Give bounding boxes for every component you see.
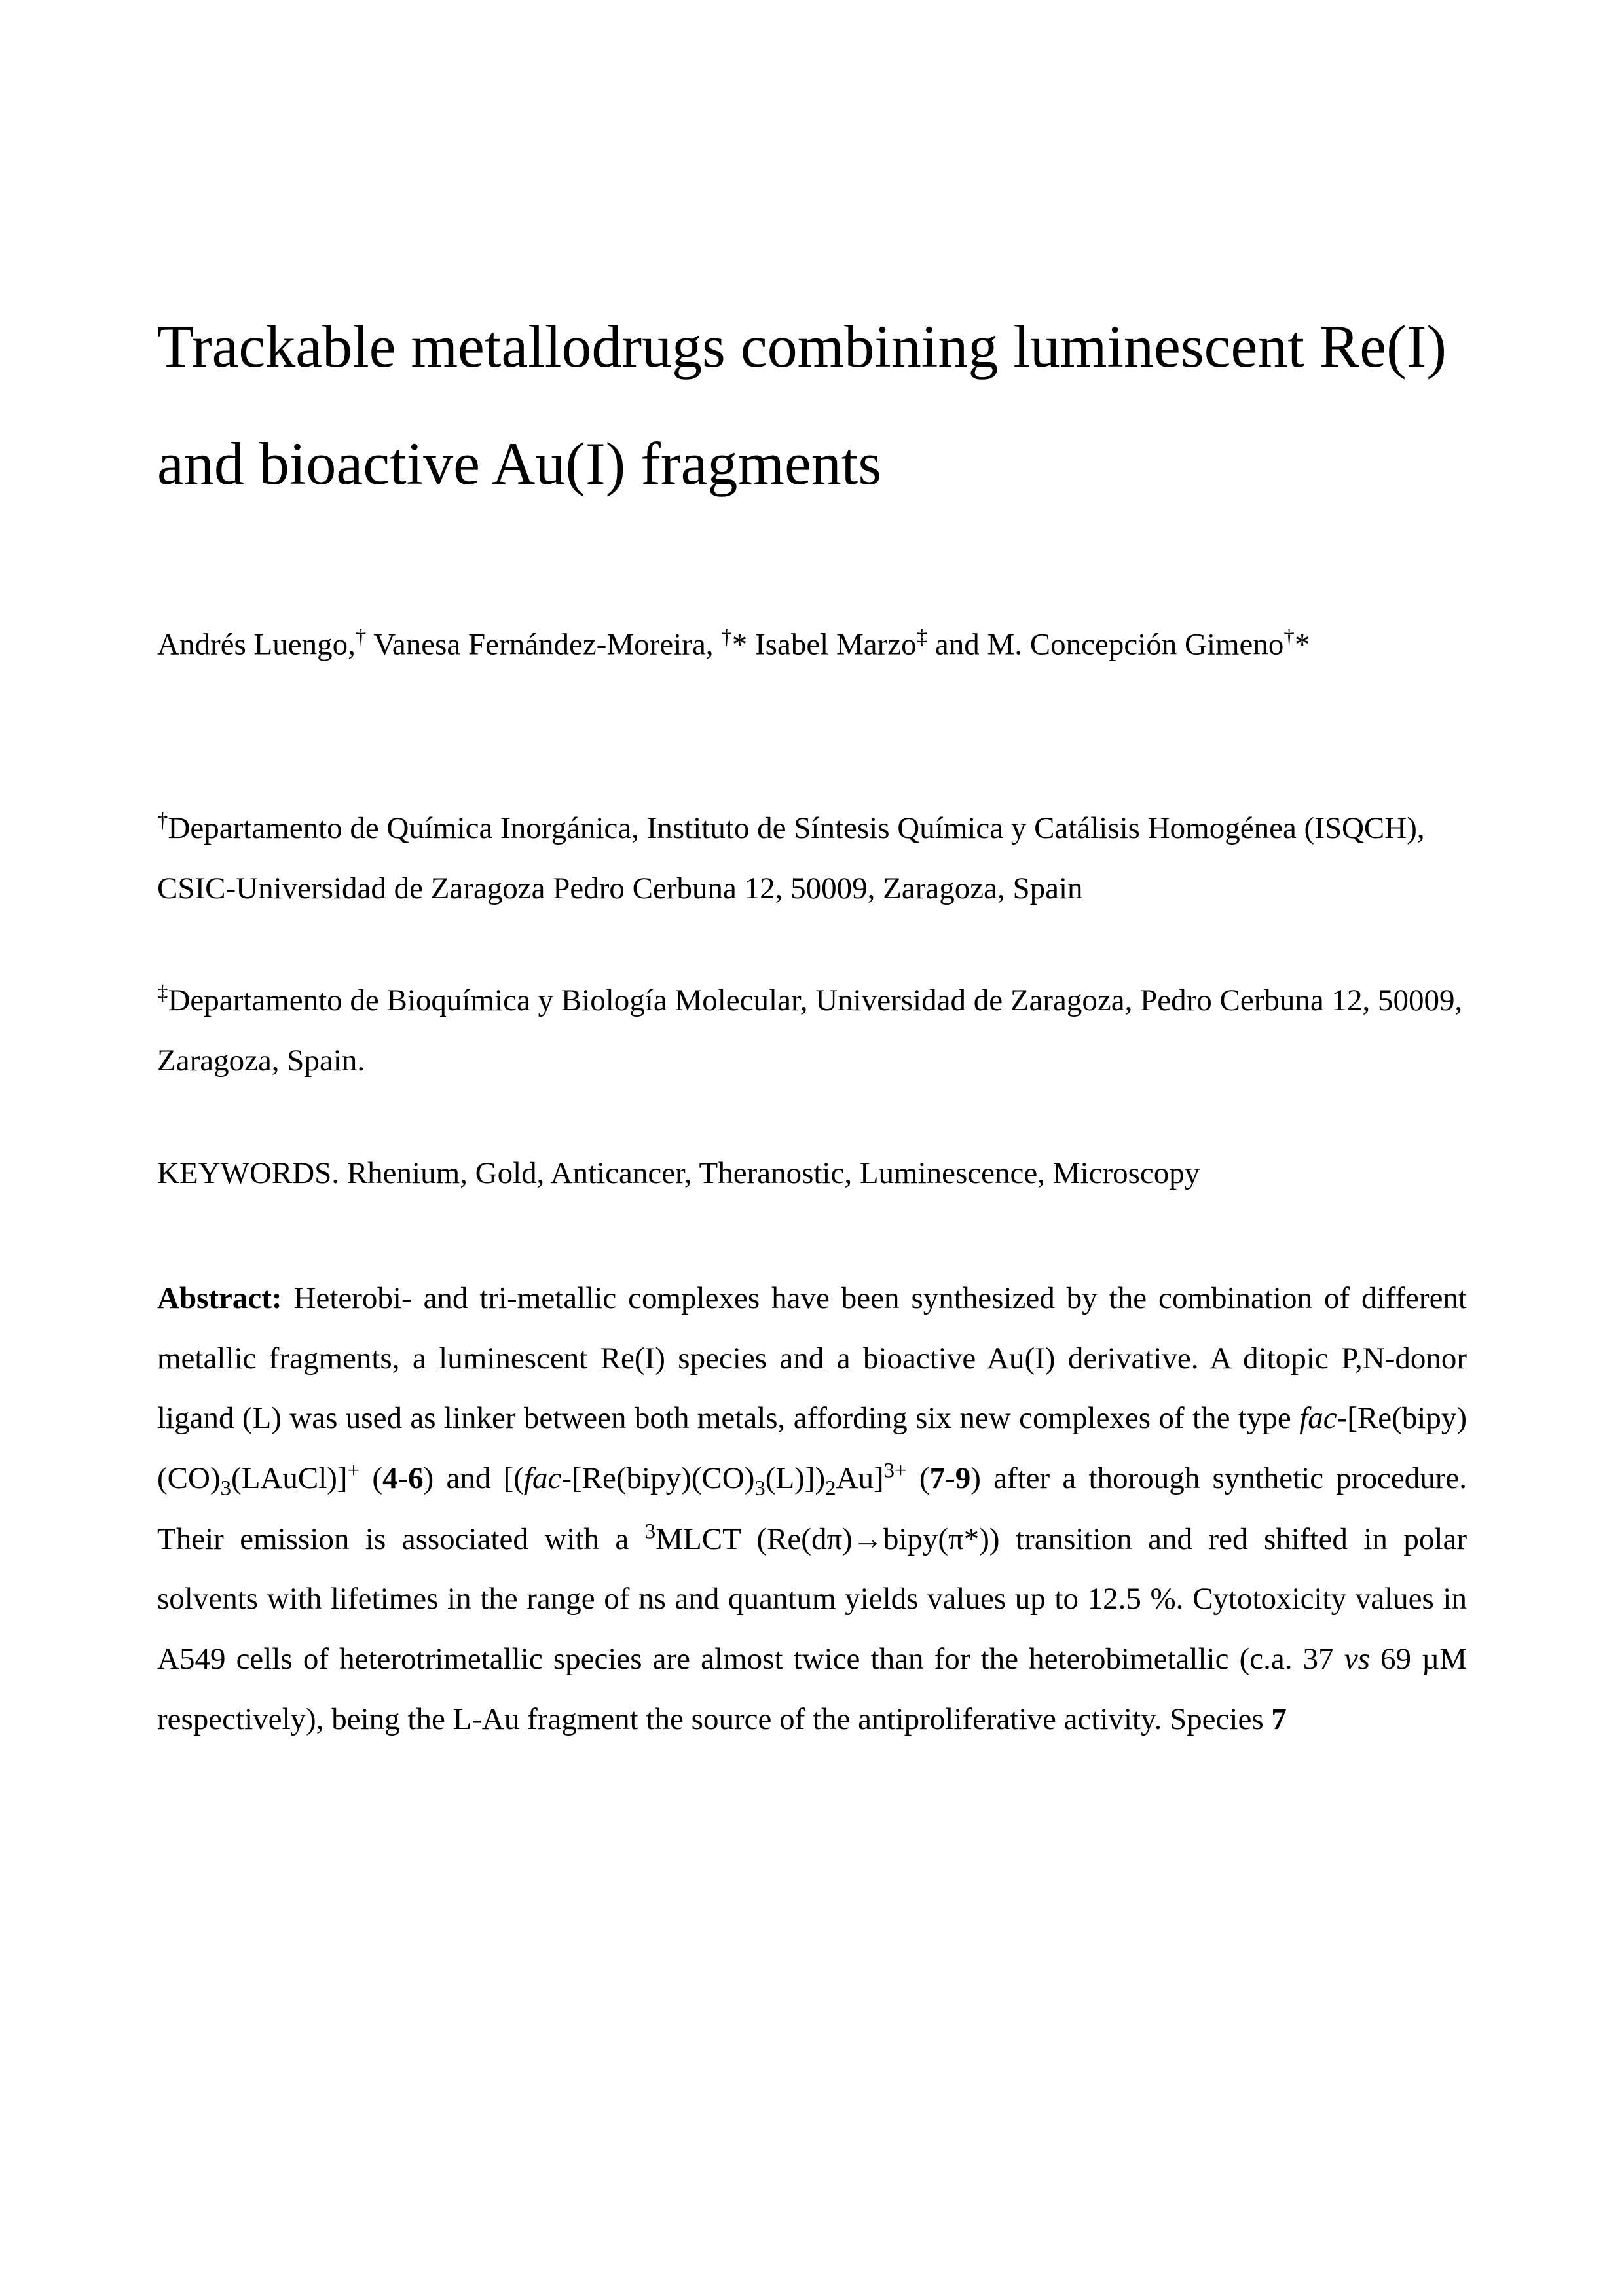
compound-number: 9: [955, 1461, 971, 1495]
compound-number: 7: [930, 1461, 946, 1495]
fac-prefix: fac-: [1299, 1401, 1347, 1435]
superscript: +: [348, 1459, 360, 1482]
author-affil-mark: †: [721, 625, 731, 649]
abstract-label: Abstract:: [157, 1281, 282, 1315]
authors-line: Andrés Luengo,† Vanesa Fernández-Moreira…: [157, 621, 1467, 668]
italic-vs: vs: [1344, 1642, 1370, 1676]
abstract-text: Heterobi- and tri-metallic complexes hav…: [157, 1281, 1467, 1435]
subscript: 3: [754, 1476, 765, 1500]
superscript: 3: [645, 1520, 655, 1543]
formula-text: (L)]): [766, 1461, 825, 1495]
formula-text: (LAuCl)]: [231, 1461, 348, 1495]
formula-text: -: [945, 1461, 955, 1495]
formula-text: Au]: [836, 1461, 884, 1495]
affiliation-2: ‡Departamento de Bioquímica y Biología M…: [157, 971, 1467, 1091]
compound-number: 6: [408, 1461, 424, 1495]
subscript: 3: [221, 1476, 231, 1500]
compound-number: 4: [382, 1461, 398, 1495]
author-affil-mark: †: [1283, 625, 1294, 649]
affiliation-1: †Departamento de Química Inorgánica, Ins…: [157, 799, 1467, 919]
corresponding-mark: *: [1295, 627, 1310, 661]
abstract-paragraph: Abstract: Heterobi- and tri-metallic com…: [157, 1269, 1467, 1749]
corresponding-mark: *: [732, 627, 755, 661]
affiliation-mark: †: [157, 809, 168, 832]
author-name: Isabel Marzo: [755, 627, 917, 661]
affiliation-text: Departamento de Química Inorgánica, Inst…: [157, 811, 1425, 905]
formula-text: ) and [(: [424, 1461, 524, 1495]
formula-text: (: [360, 1461, 382, 1495]
author-name: Vanesa Fernández-Moreira,: [373, 627, 721, 661]
formula-text: -: [398, 1461, 409, 1495]
formula-text: -[Re(bipy)(CO): [561, 1461, 754, 1495]
author-name: and M. Concepción Gimeno: [927, 627, 1283, 661]
compound-number: 7: [1271, 1702, 1287, 1736]
affiliation-text: Departamento de Bioquímica y Biología Mo…: [157, 983, 1462, 1078]
subscript: 2: [825, 1476, 836, 1500]
affiliation-mark: ‡: [157, 981, 168, 1005]
author-name: Andrés Luengo,: [157, 627, 356, 661]
author-affil-mark: ‡: [917, 625, 927, 649]
superscript: 3+: [884, 1459, 907, 1482]
author-affil-mark: †: [356, 625, 366, 649]
paper-page: Trackable metallodrugs combining lumines…: [0, 0, 1624, 1880]
paper-title: Trackable metallodrugs combining lumines…: [157, 288, 1467, 523]
keywords-line: KEYWORDS. Rhenium, Gold, Anticancer, The…: [157, 1144, 1467, 1204]
fac-prefix: fac: [524, 1461, 561, 1495]
formula-text: (: [907, 1461, 930, 1495]
